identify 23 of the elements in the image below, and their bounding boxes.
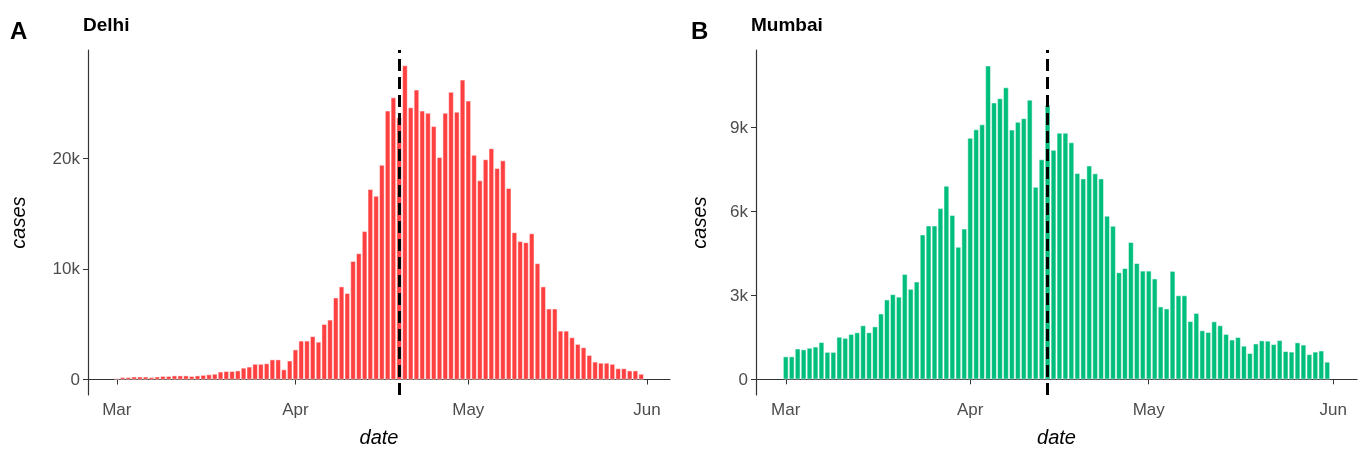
x-tick-label: Apr bbox=[282, 400, 309, 419]
x-tick-label: May bbox=[452, 400, 485, 419]
y-tick-label: 3k bbox=[730, 285, 749, 305]
x-tick-label: Mar bbox=[771, 400, 801, 419]
x-tick-label: Mar bbox=[102, 400, 132, 419]
chart-title: Mumbai bbox=[751, 14, 823, 35]
x-tick-label: Apr bbox=[956, 400, 984, 419]
chart-title: Delhi bbox=[83, 14, 130, 35]
x-tick-label: May bbox=[1132, 400, 1166, 419]
text: B bbox=[691, 16, 709, 44]
y-tick-label: 0 bbox=[738, 369, 748, 389]
y-tick-label: 6k bbox=[730, 201, 749, 221]
y-tick-label: 10k bbox=[52, 259, 81, 279]
x-axis-title: date bbox=[359, 426, 399, 448]
y-axis-title: cases bbox=[688, 196, 710, 249]
y-tick-label: 9k bbox=[730, 117, 749, 137]
x-axis-title: date bbox=[1037, 426, 1076, 448]
x-tick-label: Jun bbox=[633, 400, 661, 419]
y-tick-label: 0 bbox=[70, 370, 80, 390]
x-tick-label: Jun bbox=[1319, 400, 1347, 419]
y-tick-label: 20k bbox=[52, 148, 81, 168]
text: A bbox=[10, 16, 28, 44]
y-axis-title: cases bbox=[7, 196, 29, 249]
